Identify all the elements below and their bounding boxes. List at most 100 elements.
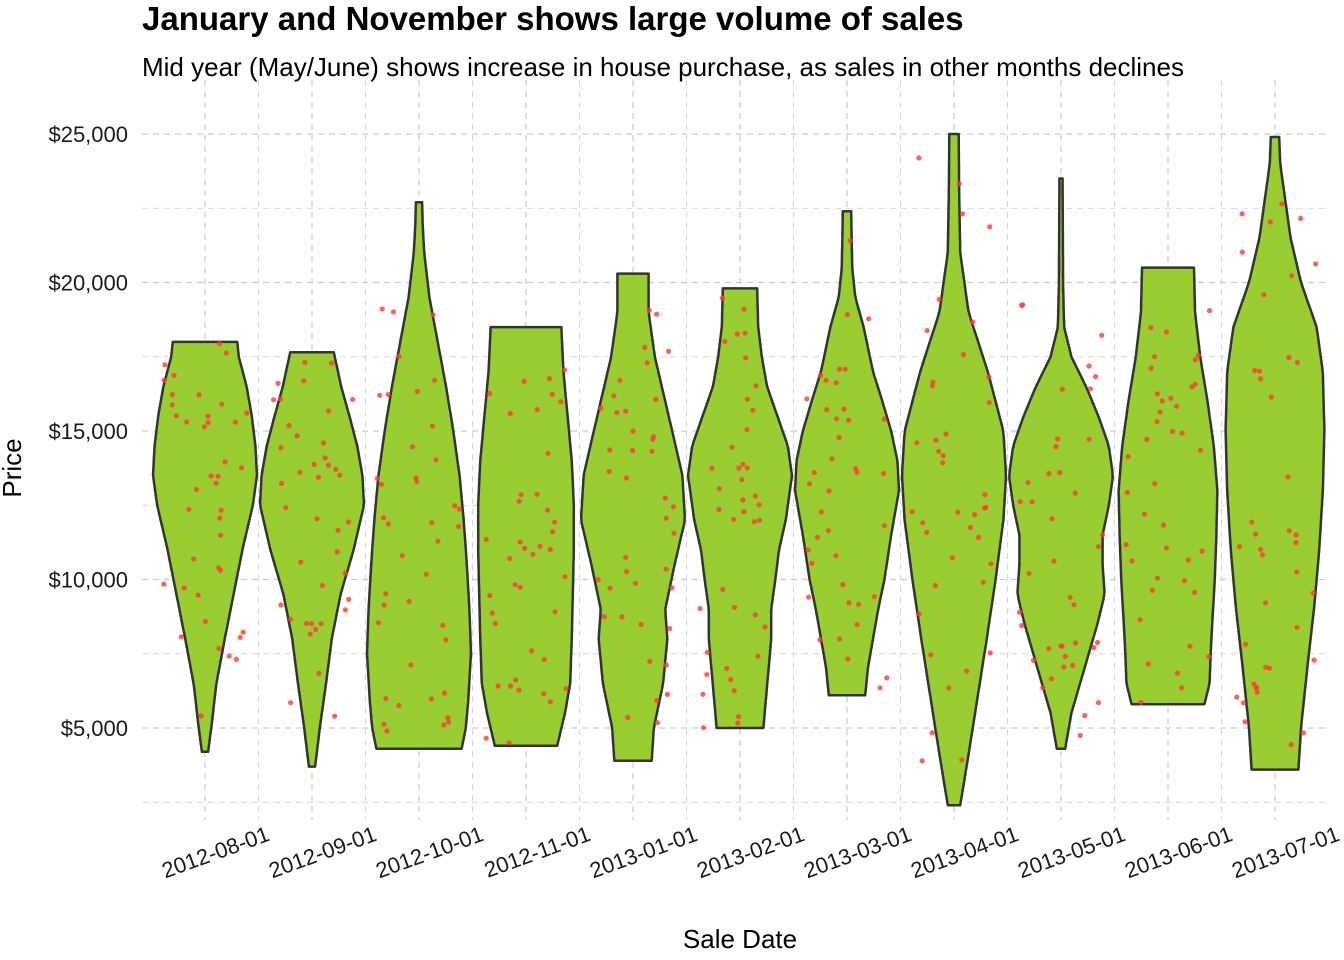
data-point — [487, 592, 493, 599]
data-point — [929, 730, 935, 736]
chart-title: January and November shows large volume … — [142, 0, 964, 37]
data-point — [1095, 700, 1101, 706]
data-point — [171, 372, 177, 378]
data-point — [1300, 730, 1307, 736]
data-point — [614, 410, 620, 416]
data-point — [970, 319, 976, 325]
data-point — [871, 594, 877, 600]
data-point — [383, 696, 389, 702]
data-point — [1195, 352, 1201, 358]
data-point — [319, 582, 325, 589]
data-point — [751, 519, 757, 525]
data-point — [218, 532, 224, 538]
data-point — [328, 360, 335, 366]
data-point — [233, 656, 239, 663]
data-point — [1268, 394, 1274, 400]
data-point — [201, 424, 207, 430]
data-point — [739, 477, 745, 483]
data-point — [646, 307, 652, 313]
data-point — [741, 509, 747, 515]
data-point — [1057, 470, 1063, 476]
data-point — [982, 505, 988, 511]
data-point — [829, 456, 835, 462]
data-point — [929, 383, 936, 389]
data-point — [1059, 386, 1065, 392]
data-point — [516, 687, 522, 693]
data-point — [697, 605, 703, 612]
data-point — [987, 224, 993, 230]
data-point — [728, 677, 734, 683]
data-point — [940, 460, 946, 466]
data-point — [318, 621, 324, 627]
data-point — [406, 598, 412, 605]
data-point — [1249, 519, 1255, 525]
data-point — [1019, 623, 1025, 629]
data-point — [670, 504, 677, 510]
data-point — [611, 393, 617, 399]
data-point — [742, 330, 748, 336]
data-point — [518, 492, 524, 498]
data-point — [1179, 430, 1185, 436]
data-point — [1046, 646, 1052, 652]
data-point — [298, 559, 304, 565]
data-point — [1185, 557, 1191, 563]
data-point — [1252, 367, 1258, 373]
data-point — [1192, 589, 1198, 596]
data-point — [1234, 694, 1240, 700]
data-point — [178, 634, 184, 640]
data-point — [537, 543, 543, 550]
data-point — [704, 672, 710, 678]
data-point — [446, 719, 452, 725]
data-point — [1029, 499, 1035, 505]
data-point — [337, 472, 343, 478]
data-point — [943, 431, 949, 437]
data-point — [752, 493, 759, 499]
data-point — [740, 461, 746, 467]
data-point — [914, 440, 920, 446]
data-point — [1294, 569, 1300, 575]
data-point — [1154, 575, 1161, 581]
data-point — [1072, 490, 1078, 496]
data-point — [441, 722, 447, 728]
data-point — [1124, 489, 1130, 496]
data-point — [1100, 532, 1106, 538]
data-point — [562, 574, 568, 580]
data-point — [744, 396, 750, 402]
data-point — [162, 362, 168, 368]
data-point — [844, 312, 850, 318]
data-point — [513, 677, 519, 683]
data-point — [517, 584, 523, 590]
data-point — [1181, 578, 1188, 584]
data-point — [924, 529, 930, 536]
data-point — [325, 462, 331, 468]
data-point — [916, 611, 922, 617]
data-point — [1059, 643, 1065, 649]
x-axis: 2012-08-012012-09-012012-10-012012-11-01… — [158, 821, 1342, 883]
data-point — [507, 555, 513, 562]
data-point — [846, 600, 852, 606]
data-point — [654, 311, 660, 317]
data-point — [1279, 201, 1285, 207]
data-point — [549, 391, 555, 397]
data-point — [1163, 329, 1170, 335]
data-point — [562, 367, 568, 373]
data-point — [429, 520, 435, 526]
data-point — [928, 652, 934, 658]
data-point — [632, 580, 639, 586]
data-point — [333, 466, 339, 472]
x-tick-label: 2013-05-01 — [1014, 821, 1128, 883]
data-point — [817, 372, 824, 378]
data-point — [663, 515, 669, 521]
data-point — [987, 650, 993, 656]
data-point — [700, 725, 707, 731]
data-point — [1257, 546, 1264, 552]
data-point — [956, 181, 962, 187]
data-point — [385, 392, 391, 398]
data-point — [456, 524, 462, 530]
data-point — [483, 536, 489, 542]
data-point — [1094, 639, 1101, 646]
data-point — [704, 649, 710, 655]
data-point — [1152, 481, 1158, 487]
data-point — [278, 480, 285, 486]
data-point — [1174, 403, 1180, 409]
